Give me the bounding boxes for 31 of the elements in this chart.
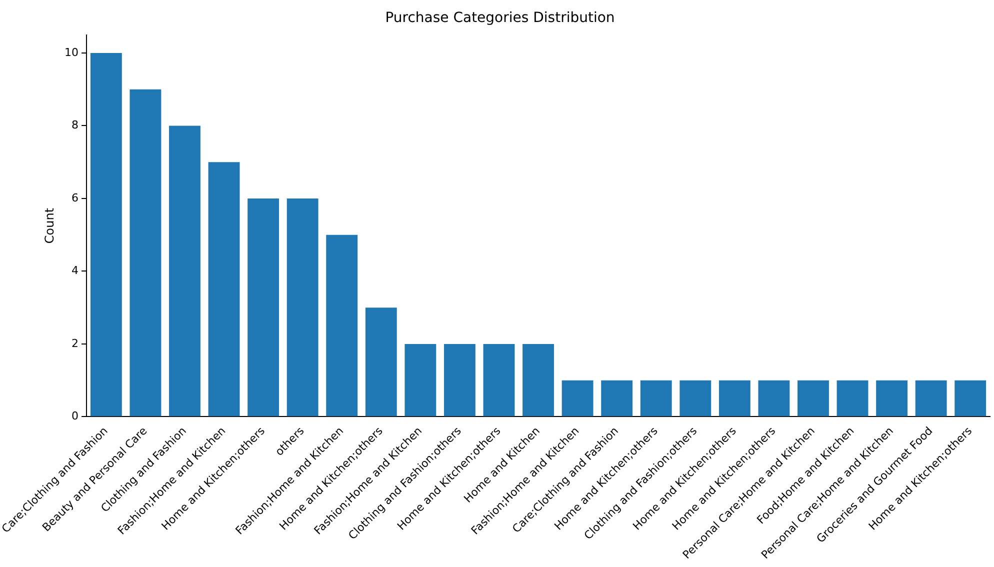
bar: [601, 380, 633, 416]
bar: [562, 380, 594, 416]
y-tick-label: 6: [72, 191, 79, 204]
bar: [758, 380, 790, 416]
bar: [248, 198, 280, 416]
y-axis-title: Count: [42, 208, 56, 244]
bar: [876, 380, 908, 416]
bar: [836, 380, 868, 416]
bar: [208, 162, 240, 416]
bar: [640, 380, 672, 416]
bar: [483, 344, 515, 416]
bar: [90, 52, 122, 416]
bar: [404, 344, 436, 416]
bar: [286, 198, 318, 416]
bar: [326, 234, 358, 416]
bar: [718, 380, 750, 416]
bar: [444, 344, 476, 416]
bar: [680, 380, 712, 416]
chart-title: Purchase Categories Distribution: [385, 10, 615, 26]
bar: [365, 308, 397, 416]
y-tick-label: 2: [72, 336, 79, 350]
y-tick-label: 8: [72, 118, 79, 132]
bar: [522, 344, 554, 416]
y-tick-label: 0: [72, 410, 79, 423]
bar: [169, 126, 200, 416]
bar: [915, 380, 947, 416]
y-tick-label: 10: [64, 46, 79, 59]
bar: [798, 380, 829, 416]
bar: [130, 89, 162, 416]
y-tick-label: 4: [72, 264, 79, 278]
bar: [954, 380, 986, 416]
